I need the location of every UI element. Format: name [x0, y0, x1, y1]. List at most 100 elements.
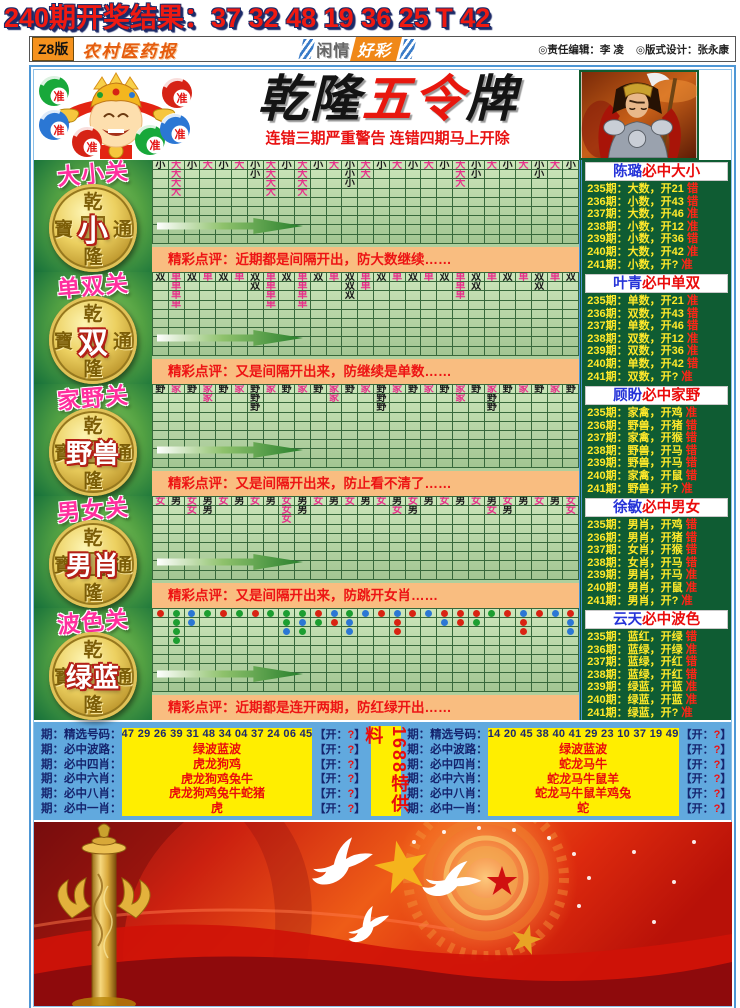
grid-cell: [531, 430, 548, 441]
grid-cell: [389, 291, 406, 301]
grid-cell: [484, 300, 501, 310]
grid-cell: [500, 449, 517, 459]
record-verdict: 准: [686, 332, 699, 345]
grid-cell: [310, 458, 327, 468]
row-open-status: 【开：?】: [681, 785, 732, 801]
coin-ring-char: 乾: [83, 639, 103, 661]
grid-cell: [516, 328, 532, 338]
grid-cell: [358, 403, 374, 413]
expert-record-row: 241期：男肖，开? 准: [582, 595, 731, 608]
grid-cell: [405, 197, 422, 207]
record-text: 240期：单数，开42: [587, 357, 684, 370]
grid-cell: [547, 458, 564, 468]
grid-cell: [247, 318, 264, 329]
grid-cell: [531, 206, 548, 217]
grid-cell: [247, 234, 264, 244]
grid-cell: [531, 337, 548, 347]
grid-cell: [468, 524, 485, 534]
coin-ring-char: 乾: [83, 415, 103, 437]
grid-cell: 野: [216, 385, 232, 395]
expert-record-row: 239期：小数，开36 错: [582, 233, 731, 246]
coin-ring-char: 寶: [54, 442, 74, 465]
grid-cell: [168, 421, 185, 431]
grid-cell: [295, 654, 311, 665]
grid-cell: 大: [389, 161, 406, 171]
grid-cell: 单: [168, 300, 185, 310]
color-dot: [235, 609, 243, 617]
grid-cell: [216, 206, 232, 217]
grid-cell: [547, 328, 564, 338]
grid-cell: [310, 216, 327, 226]
grid-cell: [389, 394, 406, 404]
grid-cell: 单: [484, 273, 501, 283]
grid-cell: [468, 627, 485, 637]
grid-cell: [263, 309, 280, 319]
grid-cell: [389, 627, 406, 637]
grid-cell: [500, 458, 517, 468]
grid-cell: [168, 609, 185, 619]
trend-grid: [152, 608, 580, 692]
expert-block: 叶青必中单双 235期：单数，开21 准 236期：双数，开43 错 237期：单数，开4…: [582, 272, 731, 384]
grid-cell: [263, 506, 280, 516]
grid-cell: [153, 682, 169, 692]
grid-cell: [247, 300, 264, 310]
grid-cell: [547, 197, 564, 207]
grid-cell: [216, 318, 232, 329]
grid-cell: [500, 170, 517, 180]
grid-cell: [295, 609, 311, 619]
warrior-illustration: [579, 70, 700, 160]
picks-table-row: 期：必中波路： 绿波蓝波 【开：?】: [407, 740, 731, 758]
grid-cell: [421, 533, 438, 543]
grid-cell: [247, 618, 264, 628]
grid-cell: [358, 300, 374, 310]
grid-cell: [421, 664, 438, 674]
grid-cell: [516, 318, 532, 329]
grid-cell: [516, 337, 532, 347]
grid-cell: [405, 515, 422, 525]
grid-cell: [500, 328, 517, 338]
grid-cell: [421, 309, 438, 319]
grid-cell: [389, 618, 406, 628]
grid-cell: [437, 430, 453, 441]
grid-cell: [153, 506, 169, 516]
grid-cell: 家: [231, 385, 248, 395]
grid-cell: [168, 449, 185, 459]
grid-cell: [279, 682, 296, 692]
grid-cell: [326, 403, 343, 413]
grid-cell: [184, 449, 201, 459]
row-label: 期：必中一肖：: [407, 802, 488, 815]
grid-cell: 小: [342, 170, 359, 180]
grid-cell: [500, 309, 517, 319]
grid-cell: 单: [326, 273, 343, 283]
grid-cell: [310, 394, 327, 404]
section-comment: 精彩点评：又是间隔开出来，防跳开女肖……: [152, 583, 580, 608]
section-left-panel: 单双关乾寶通隆双: [34, 270, 152, 384]
grid-cell: [200, 421, 217, 431]
color-dot: [488, 609, 496, 617]
grid-cell: [547, 440, 564, 450]
grid-cell: [263, 533, 280, 543]
grid-cell: [153, 570, 169, 580]
grid-cell: [358, 430, 374, 441]
grid-cell: [184, 627, 201, 637]
grid-cell: [310, 682, 327, 692]
grid-cell: [452, 225, 469, 235]
grid-cell: [184, 430, 201, 441]
grid-cell: [216, 524, 232, 534]
expert-record-row: 241期：小数，开? 准: [582, 259, 731, 272]
grid-cell: [358, 449, 374, 459]
grid-cell: [468, 682, 485, 692]
grid-cell: [358, 394, 374, 404]
record-text: 237期：单数，开46: [587, 320, 684, 333]
grid-cell: [200, 346, 217, 356]
open-suffix: 】: [720, 802, 732, 815]
open-prefix: 【开：: [680, 787, 714, 800]
grid-cell: [484, 654, 501, 665]
grid-cell: [216, 458, 232, 468]
grid-cell: 小: [342, 179, 359, 189]
section-grid-panel: 双单双单双单双单双单双单双单双单双单双单双单双单双单双单双单单双单单双双单单单双…: [152, 272, 580, 384]
grid-cell: [247, 570, 264, 580]
grid-cell: [421, 673, 438, 683]
grid-cell: [531, 291, 548, 301]
open-question-mark: ?: [347, 729, 355, 742]
